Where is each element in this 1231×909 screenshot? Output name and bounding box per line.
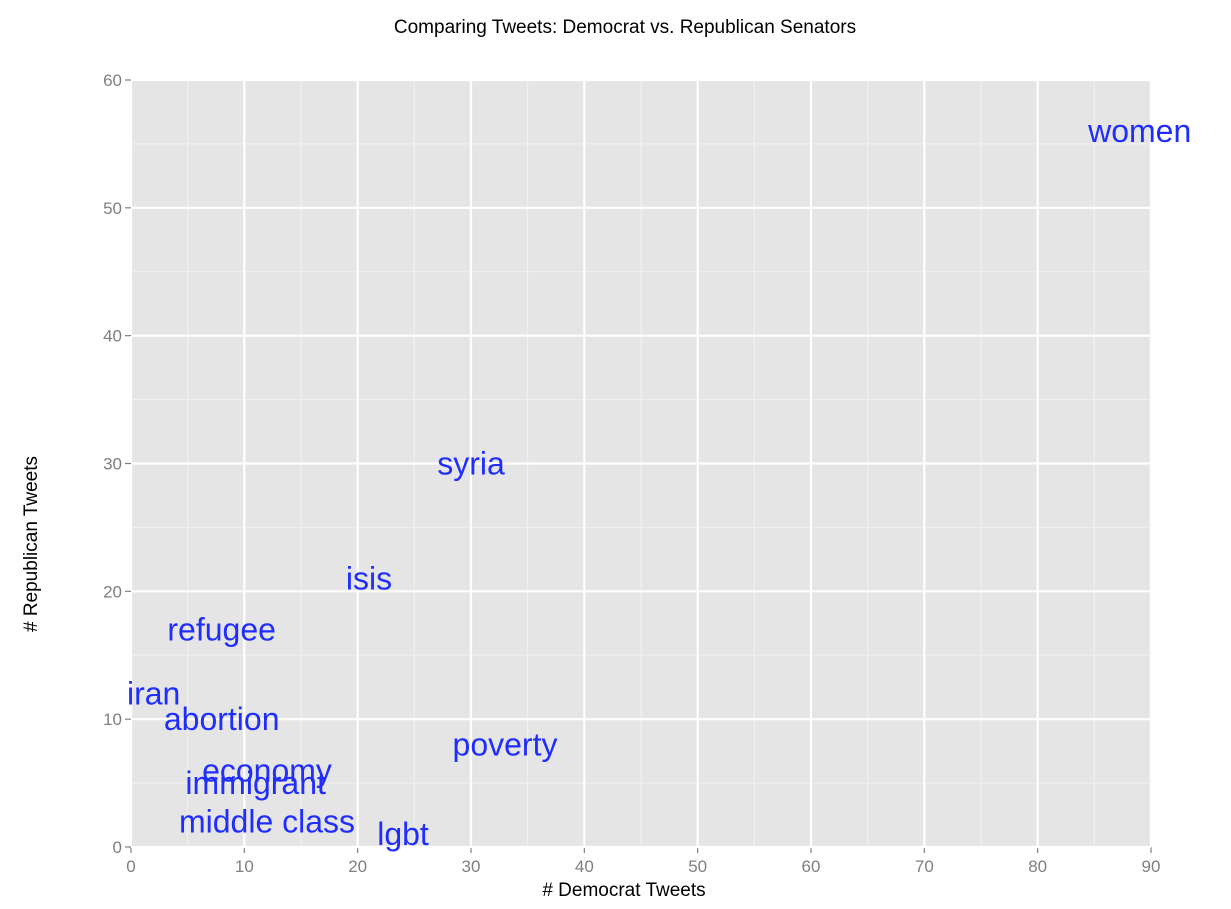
point-label: lgbt (377, 816, 429, 852)
point-label: isis (346, 561, 392, 597)
point-label: women (1087, 113, 1191, 149)
x-tick-label: 60 (802, 857, 821, 876)
x-tick-label: 30 (462, 857, 481, 876)
x-tick-label: 10 (235, 857, 254, 876)
point-label: iran (127, 676, 180, 712)
y-tick-label: 50 (103, 199, 122, 218)
point-label: syria (437, 446, 505, 482)
y-axis-label: # Republican Tweets (21, 456, 42, 632)
x-tick-label: 40 (575, 857, 594, 876)
y-tick-label: 40 (103, 327, 122, 346)
y-tick-label: 10 (103, 710, 122, 729)
plot-panel: 0 10 20 30 40 50 60 70 80 90 0 10 20 30 40 50 60 women syr… (103, 71, 1191, 876)
y-tick-label: 60 (103, 71, 122, 90)
x-tick-label: 20 (348, 857, 367, 876)
point-label: economy (202, 752, 332, 788)
point-label: refugee (167, 612, 276, 648)
point-label: immigrant (185, 765, 326, 801)
y-tick-label: 20 (103, 582, 122, 601)
y-tick-label: 30 (103, 455, 122, 474)
point-label: poverty (453, 727, 558, 763)
y-tick-label: 0 (113, 838, 122, 857)
point-label: middle class (179, 803, 355, 839)
x-tick-label: 50 (688, 857, 707, 876)
x-tick-label: 70 (915, 857, 934, 876)
point-label: abortion (164, 701, 280, 737)
x-tick-label: 0 (126, 857, 135, 876)
x-axis-label: # Democrat Tweets (542, 880, 705, 901)
x-tick-label: 80 (1028, 857, 1047, 876)
chart-title: Comparing Tweets: Democrat vs. Republica… (394, 17, 856, 38)
x-tick-label: 90 (1142, 857, 1161, 876)
